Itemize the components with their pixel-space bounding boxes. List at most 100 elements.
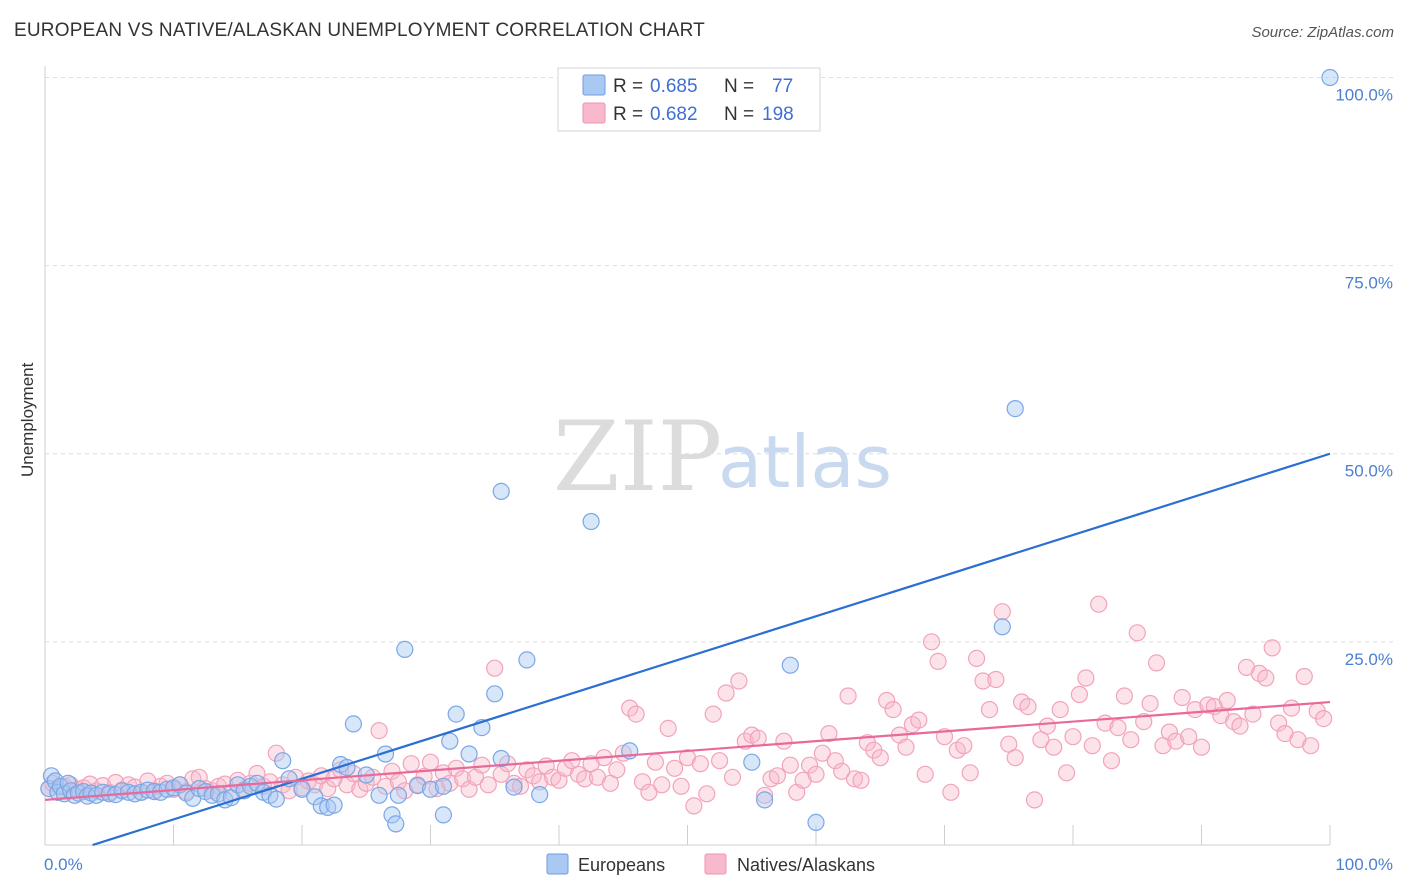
watermark-atlas: atlas bbox=[718, 420, 892, 504]
native-point-126 bbox=[845, 770, 864, 788]
european-point-46 bbox=[312, 797, 330, 815]
native-point-156 bbox=[1038, 717, 1056, 735]
native-point-114 bbox=[768, 767, 787, 785]
native-point-108 bbox=[730, 672, 748, 690]
source-label: Source: ZipAtlas.com bbox=[1251, 24, 1394, 41]
native-point-138 bbox=[922, 633, 941, 651]
x-tick-labels: 0.0% 100.0% bbox=[44, 855, 1393, 874]
native-point-190 bbox=[1257, 669, 1275, 687]
european-point-59 bbox=[421, 780, 440, 798]
gridlines bbox=[45, 77, 1395, 643]
y-tick-labels: 25.0% 50.0% 75.0% 100.0% bbox=[1335, 86, 1393, 669]
native-point-159 bbox=[1057, 764, 1076, 782]
native-point-127 bbox=[852, 771, 870, 789]
native-point-151 bbox=[1006, 749, 1024, 767]
native-point-166 bbox=[1102, 752, 1121, 770]
native-point-69 bbox=[479, 776, 497, 794]
european-point-72 bbox=[743, 753, 761, 771]
native-point-116 bbox=[781, 756, 799, 774]
y-tick-label-1: 50.0% bbox=[1345, 462, 1393, 481]
native-point-77 bbox=[531, 773, 549, 791]
x-tick-label-0: 0.0% bbox=[44, 855, 83, 874]
axes bbox=[44, 66, 1331, 846]
native-point-124 bbox=[833, 762, 851, 780]
native-point-192 bbox=[1269, 714, 1288, 732]
european-point-81 bbox=[492, 749, 510, 768]
trend-lines bbox=[44, 452, 1331, 847]
european-point-56 bbox=[389, 786, 407, 804]
european-point-67 bbox=[505, 778, 523, 796]
native-point-53 bbox=[376, 777, 395, 795]
native-point-177 bbox=[1173, 688, 1191, 707]
native-point-149 bbox=[993, 603, 1011, 621]
native-point-167 bbox=[1109, 718, 1127, 737]
european-point-43 bbox=[280, 770, 298, 788]
european-point-79 bbox=[387, 815, 405, 833]
y-tick-label-2: 75.0% bbox=[1345, 274, 1393, 293]
european-point-60 bbox=[434, 777, 452, 795]
european-point-53 bbox=[370, 786, 388, 804]
native-point-101 bbox=[685, 797, 703, 815]
native-point-122 bbox=[820, 724, 838, 743]
watermark: ZIP atlas bbox=[553, 401, 892, 513]
native-point-163 bbox=[1083, 737, 1101, 755]
native-point-91 bbox=[621, 699, 639, 717]
native-point-173 bbox=[1147, 654, 1166, 672]
european-point-62 bbox=[447, 705, 465, 723]
native-point-136 bbox=[910, 711, 928, 729]
european-point-61 bbox=[441, 732, 459, 750]
correlation-legend: R = 0.685 N = 77 R = 0.682 N = 198 bbox=[557, 67, 821, 132]
native-point-44 bbox=[319, 779, 337, 798]
native-point-111 bbox=[749, 729, 767, 747]
legend-r-label-2: R = bbox=[613, 104, 643, 125]
european-point-65 bbox=[486, 685, 504, 703]
native-point-154 bbox=[1025, 791, 1044, 809]
legend-r-value-2: 0.682 bbox=[650, 104, 698, 125]
european-point-70 bbox=[582, 512, 600, 531]
native-point-194 bbox=[1282, 699, 1301, 717]
european-point-63 bbox=[460, 745, 478, 763]
native-point-196 bbox=[1295, 667, 1313, 686]
native-point-143 bbox=[955, 737, 973, 755]
legend-n-label-1: N = bbox=[724, 76, 754, 97]
native-point-191 bbox=[1263, 639, 1281, 657]
native-point-107 bbox=[723, 768, 742, 786]
bottom-legend-swatch-natives bbox=[704, 853, 727, 875]
bottom-legend-natives: Natives/Alaskans bbox=[737, 855, 875, 875]
european-point-45 bbox=[306, 788, 324, 806]
native-point-112 bbox=[755, 786, 774, 804]
native-point-98 bbox=[665, 759, 684, 777]
european-point-21 bbox=[139, 781, 157, 799]
native-point-89 bbox=[608, 761, 626, 779]
native-point-139 bbox=[929, 652, 947, 671]
native-point-125 bbox=[839, 687, 857, 705]
chart-title: EUROPEAN VS NATIVE/ALASKAN UNEMPLOYMENT … bbox=[14, 20, 705, 41]
native-point-99 bbox=[672, 777, 690, 795]
european-point-77 bbox=[1006, 400, 1024, 418]
native-point-160 bbox=[1064, 728, 1082, 746]
native-point-162 bbox=[1077, 669, 1095, 687]
native-point-169 bbox=[1122, 731, 1140, 749]
european-point-78 bbox=[1321, 68, 1339, 87]
european-point-68 bbox=[518, 651, 536, 669]
legend-swatch-europeans bbox=[582, 74, 606, 96]
native-point-157 bbox=[1045, 738, 1063, 756]
native-point-70 bbox=[486, 659, 504, 677]
native-point-102 bbox=[691, 755, 710, 773]
legend-n-value-1: 77 bbox=[772, 76, 793, 97]
native-point-84 bbox=[576, 770, 594, 788]
native-point-186 bbox=[1231, 717, 1249, 735]
native-point-92 bbox=[627, 705, 645, 723]
y-tick-label-3: 100.0% bbox=[1335, 86, 1393, 105]
native-point-75 bbox=[518, 761, 536, 779]
native-point-94 bbox=[640, 783, 658, 801]
native-point-170 bbox=[1128, 624, 1146, 642]
native-point-168 bbox=[1115, 687, 1134, 705]
european-point-57 bbox=[396, 640, 414, 659]
x-tick-label-1: 100.0% bbox=[1335, 855, 1393, 874]
native-point-164 bbox=[1090, 595, 1108, 613]
native-point-161 bbox=[1070, 685, 1089, 704]
legend-r-label-1: R = bbox=[613, 76, 643, 97]
native-point-74 bbox=[511, 777, 530, 795]
